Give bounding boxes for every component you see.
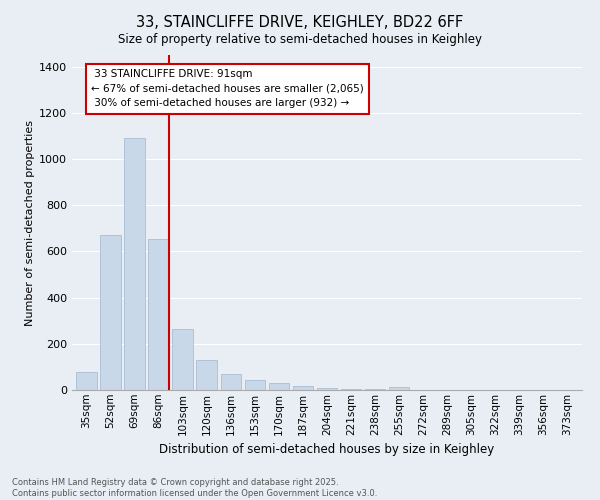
Bar bbox=[293, 386, 313, 390]
Text: Contains HM Land Registry data © Crown copyright and database right 2025.
Contai: Contains HM Land Registry data © Crown c… bbox=[12, 478, 377, 498]
Bar bbox=[317, 388, 337, 390]
Bar bbox=[196, 360, 217, 390]
X-axis label: Distribution of semi-detached houses by size in Keighley: Distribution of semi-detached houses by … bbox=[160, 443, 494, 456]
Bar bbox=[389, 387, 409, 390]
Bar bbox=[124, 138, 145, 390]
Bar bbox=[76, 372, 97, 390]
Text: 33 STAINCLIFFE DRIVE: 91sqm
← 67% of semi-detached houses are smaller (2,065)
 3: 33 STAINCLIFFE DRIVE: 91sqm ← 67% of sem… bbox=[91, 69, 364, 108]
Text: 33, STAINCLIFFE DRIVE, KEIGHLEY, BD22 6FF: 33, STAINCLIFFE DRIVE, KEIGHLEY, BD22 6F… bbox=[136, 15, 464, 30]
Text: Size of property relative to semi-detached houses in Keighley: Size of property relative to semi-detach… bbox=[118, 32, 482, 46]
Bar bbox=[269, 383, 289, 390]
Bar bbox=[245, 380, 265, 390]
Bar bbox=[148, 238, 169, 390]
Y-axis label: Number of semi-detached properties: Number of semi-detached properties bbox=[25, 120, 35, 326]
Bar bbox=[221, 374, 241, 390]
Bar bbox=[172, 329, 193, 390]
Bar bbox=[341, 389, 361, 390]
Bar bbox=[100, 235, 121, 390]
